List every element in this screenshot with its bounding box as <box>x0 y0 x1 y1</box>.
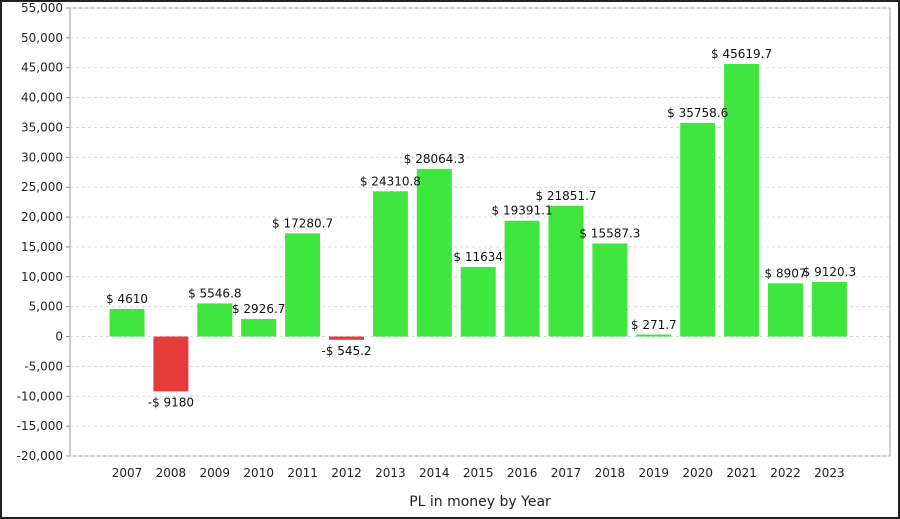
data-label-2016: $ 19391.1 <box>492 204 553 218</box>
y-tick-label: -10,000 <box>17 389 63 403</box>
bar-2018 <box>592 243 628 337</box>
x-tick-label-2012: 2012 <box>331 466 362 480</box>
data-label-2018: $ 15587.3 <box>579 226 640 240</box>
bars <box>109 64 847 392</box>
x-axis-title: PL in money by Year <box>409 494 551 510</box>
y-tick-label: 55,000 <box>21 1 63 15</box>
x-tick-label-2016: 2016 <box>507 466 538 480</box>
data-label-2017: $ 21851.7 <box>535 189 596 203</box>
data-label-2008: -$ 9180 <box>148 395 194 409</box>
data-label-2022: $ 8907 <box>765 266 807 280</box>
data-label-2010: $ 2926.7 <box>232 302 285 316</box>
gridlines <box>69 7 891 457</box>
x-tick-label-2023: 2023 <box>814 466 845 480</box>
y-tick-label: 5,000 <box>29 300 63 314</box>
x-tick-label-2020: 2020 <box>682 466 713 480</box>
data-label-2021: $ 45619.7 <box>711 47 772 61</box>
bar-2011 <box>285 233 321 337</box>
x-tick-label-2013: 2013 <box>375 466 406 480</box>
plot-area <box>69 7 891 457</box>
x-axis: 2007 2008 2009 2010 2011 2012 2013 2014 2015 2016… <box>112 466 845 480</box>
y-tick-label: 45,000 <box>21 61 63 75</box>
y-tick-label: 20,000 <box>21 210 63 224</box>
y-axis: -20,000 -15,000 -10,000 -5,000 0 5,000 10,000 1… <box>17 1 70 463</box>
x-tick-label-2010: 2010 <box>243 466 274 480</box>
x-tick-label-2009: 2009 <box>200 466 231 480</box>
bar-2016 <box>504 220 540 337</box>
data-label-2011: $ 17280.7 <box>272 216 333 230</box>
data-label-2023: $ 9120.3 <box>803 265 856 279</box>
x-tick-label-2019: 2019 <box>639 466 670 480</box>
data-label-2019: $ 271.7 <box>631 318 677 332</box>
data-label-2015: $ 11634 <box>453 250 503 264</box>
x-tick-label-2008: 2008 <box>156 466 187 480</box>
data-label-2007: $ 4610 <box>106 292 148 306</box>
bar-2010 <box>241 319 277 337</box>
bar-2009 <box>197 303 233 337</box>
x-tick-label-2017: 2017 <box>551 466 582 480</box>
data-label-2012: -$ 545.2 <box>321 344 371 358</box>
x-tick-label-2015: 2015 <box>463 466 494 480</box>
data-label-2014: $ 28064.3 <box>404 152 465 166</box>
y-tick-label: -5,000 <box>24 359 63 373</box>
bar-2022 <box>768 283 803 337</box>
data-label-2020: $ 35758.6 <box>667 106 728 120</box>
x-tick-label-2011: 2011 <box>287 466 318 480</box>
y-tick-label: -15,000 <box>17 419 63 433</box>
y-tick-label: 35,000 <box>21 120 63 134</box>
y-tick-label: 30,000 <box>21 150 63 164</box>
x-tick-label-2022: 2022 <box>770 466 801 480</box>
x-tick-label-2018: 2018 <box>595 466 626 480</box>
bar-2007 <box>109 308 145 337</box>
y-tick-label: -20,000 <box>17 449 63 463</box>
data-label-2013: $ 24310.8 <box>360 174 421 188</box>
data-label-2009: $ 5546.8 <box>188 286 241 300</box>
x-tick-label-2021: 2021 <box>726 466 757 480</box>
y-tick-label: 15,000 <box>21 240 63 254</box>
bar-2012 <box>329 336 364 340</box>
bar-2019 <box>636 334 672 337</box>
y-tick-label: 10,000 <box>21 270 63 284</box>
bar-2014 <box>416 168 452 337</box>
bar-2020 <box>680 122 716 337</box>
y-tick-label: 40,000 <box>21 91 63 105</box>
y-tick-label: 0 <box>55 330 63 344</box>
y-tick-label: 50,000 <box>21 31 63 45</box>
bar-2021 <box>724 64 760 337</box>
x-tick-label-2014: 2014 <box>419 466 450 480</box>
y-tick-label: 25,000 <box>21 180 63 194</box>
bar-2023 <box>811 282 847 337</box>
bar-2017 <box>548 206 584 337</box>
x-tick-label-2007: 2007 <box>112 466 143 480</box>
bar-2015 <box>460 267 496 337</box>
bar-2013 <box>372 191 408 337</box>
data-labels: $ 4610 -$ 9180 $ 5546.8 $ 2926.7 $ 17280.7 -$… <box>106 47 856 409</box>
bar-2008 <box>153 336 189 392</box>
